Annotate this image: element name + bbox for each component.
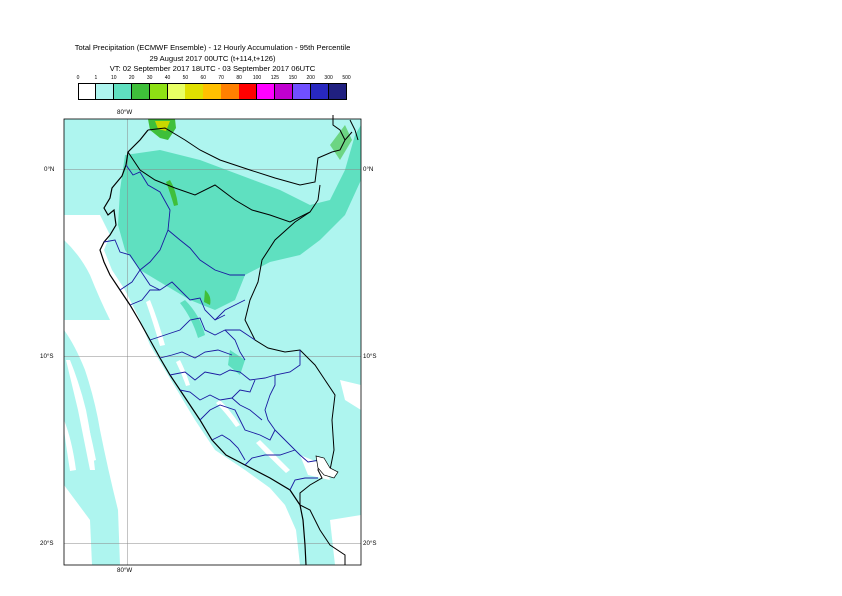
left-lat-label-0: 0°N (44, 166, 55, 173)
right-lat-label-20: 20°S (363, 540, 377, 547)
graticule (64, 119, 361, 565)
chart-run-date: 29 August 2017 00UTC (t+114,t+126) (149, 54, 276, 63)
precip-medium-area (118, 125, 361, 310)
left-lat-label-20: 20°S (40, 540, 54, 547)
peru-brazil-border (244, 211, 336, 471)
coastline (99, 129, 307, 566)
left-lat-label-10: 10°S (40, 353, 54, 360)
ecuador-colombia-border (147, 127, 353, 186)
top-lon-label: 80°W (117, 109, 133, 116)
map-frame (63, 118, 362, 566)
right-lat-label-0: 0°N (363, 166, 374, 173)
lake-titicaca (315, 455, 339, 479)
chart-valid-time: VT: 02 September 2017 18UTC - 03 Septemb… (109, 64, 316, 73)
right-lat-label-10: 10°S (363, 353, 377, 360)
region-borders (103, 164, 321, 491)
chart-title: Total Precipitation (ECMWF Ensemble) - 1… (74, 43, 351, 52)
bottom-lon-label: 80°W (117, 567, 133, 574)
country-borders (99, 115, 359, 566)
